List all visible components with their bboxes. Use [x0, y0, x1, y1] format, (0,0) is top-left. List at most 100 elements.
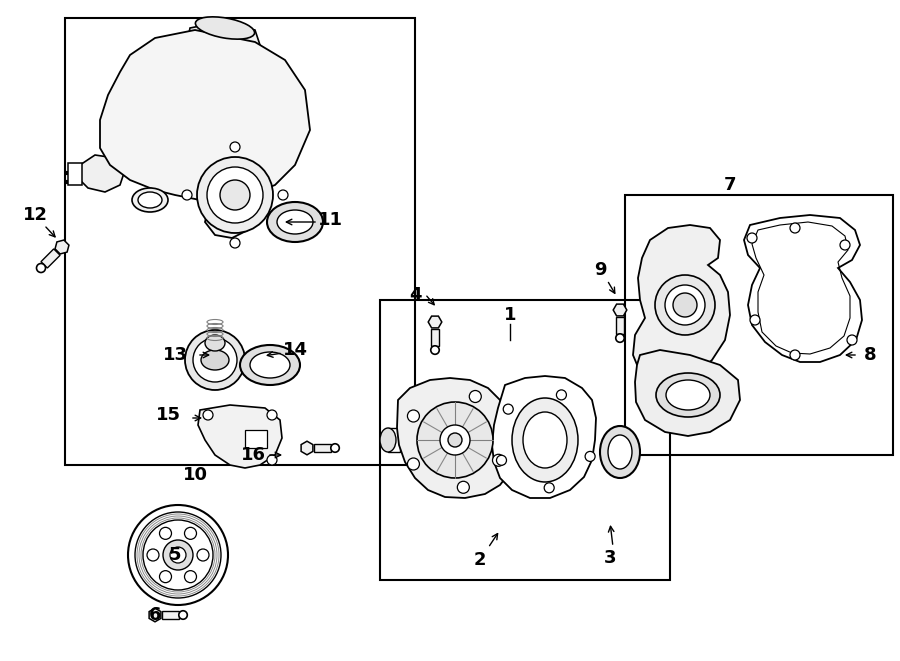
Circle shape — [230, 238, 240, 248]
Ellipse shape — [267, 202, 323, 242]
Text: 8: 8 — [864, 346, 877, 364]
Text: 2: 2 — [473, 551, 486, 569]
Circle shape — [503, 404, 513, 414]
Circle shape — [790, 223, 800, 233]
Circle shape — [37, 264, 46, 272]
Bar — [388, 428, 400, 452]
Ellipse shape — [380, 428, 396, 452]
Text: 12: 12 — [22, 206, 48, 224]
Polygon shape — [635, 350, 740, 436]
Text: 14: 14 — [283, 341, 308, 359]
Ellipse shape — [608, 435, 632, 469]
Circle shape — [440, 425, 470, 455]
Circle shape — [197, 549, 209, 561]
Circle shape — [431, 346, 439, 354]
Ellipse shape — [132, 188, 168, 212]
Circle shape — [184, 570, 196, 582]
Circle shape — [182, 190, 192, 200]
Bar — [380, 300, 670, 580]
Text: 13: 13 — [163, 346, 187, 364]
Polygon shape — [68, 163, 82, 185]
Polygon shape — [431, 329, 439, 346]
Circle shape — [847, 335, 857, 345]
Text: 10: 10 — [183, 466, 208, 484]
Circle shape — [655, 275, 715, 335]
Text: 5: 5 — [169, 546, 181, 564]
Circle shape — [408, 410, 419, 422]
Text: 3: 3 — [604, 549, 617, 567]
Circle shape — [492, 454, 505, 466]
Circle shape — [203, 410, 213, 420]
Polygon shape — [314, 444, 331, 452]
Polygon shape — [41, 249, 60, 268]
Bar — [245, 430, 267, 448]
Polygon shape — [100, 30, 310, 238]
Circle shape — [184, 527, 196, 539]
Circle shape — [179, 611, 187, 619]
Circle shape — [230, 142, 240, 152]
Polygon shape — [198, 405, 282, 468]
Circle shape — [457, 481, 469, 493]
Polygon shape — [55, 240, 69, 254]
Ellipse shape — [250, 352, 290, 378]
Circle shape — [673, 293, 697, 317]
Polygon shape — [78, 155, 125, 192]
Circle shape — [135, 512, 221, 598]
Circle shape — [128, 505, 228, 605]
Circle shape — [147, 549, 159, 561]
Circle shape — [267, 455, 277, 465]
Polygon shape — [613, 304, 626, 316]
Text: 16: 16 — [240, 446, 266, 464]
Circle shape — [665, 285, 705, 325]
Polygon shape — [616, 317, 625, 334]
Circle shape — [750, 315, 760, 325]
Circle shape — [747, 233, 757, 243]
Circle shape — [616, 334, 625, 342]
Text: 11: 11 — [318, 211, 343, 229]
Circle shape — [417, 402, 493, 478]
Polygon shape — [492, 376, 596, 498]
Bar — [65, 18, 415, 465]
Ellipse shape — [277, 210, 313, 234]
Circle shape — [159, 527, 172, 539]
Circle shape — [193, 338, 237, 382]
Circle shape — [163, 540, 193, 570]
Bar — [625, 195, 893, 455]
Text: 4: 4 — [409, 286, 421, 304]
Circle shape — [159, 570, 172, 582]
Circle shape — [408, 458, 419, 470]
Circle shape — [197, 157, 273, 233]
Circle shape — [220, 180, 250, 210]
Ellipse shape — [600, 426, 640, 478]
Circle shape — [143, 520, 213, 590]
Polygon shape — [302, 441, 313, 455]
Ellipse shape — [205, 335, 225, 351]
Ellipse shape — [512, 398, 578, 482]
Polygon shape — [162, 611, 179, 619]
Text: 15: 15 — [156, 406, 181, 424]
Circle shape — [267, 410, 277, 420]
Ellipse shape — [195, 17, 255, 39]
Circle shape — [585, 451, 595, 461]
Polygon shape — [744, 215, 862, 362]
Polygon shape — [188, 22, 260, 55]
Circle shape — [185, 330, 245, 390]
Circle shape — [469, 391, 482, 403]
Circle shape — [278, 190, 288, 200]
Text: 9: 9 — [594, 261, 607, 279]
Polygon shape — [633, 225, 730, 382]
Circle shape — [448, 433, 462, 447]
Text: 1: 1 — [504, 306, 517, 324]
Circle shape — [207, 167, 263, 223]
Polygon shape — [397, 378, 515, 498]
Circle shape — [170, 547, 186, 563]
Polygon shape — [149, 608, 161, 622]
Circle shape — [556, 390, 566, 400]
Circle shape — [840, 240, 850, 250]
Ellipse shape — [240, 345, 300, 385]
Ellipse shape — [201, 350, 229, 370]
Circle shape — [544, 483, 554, 493]
Text: 7: 7 — [724, 176, 736, 194]
Circle shape — [790, 350, 800, 360]
Ellipse shape — [138, 192, 162, 208]
